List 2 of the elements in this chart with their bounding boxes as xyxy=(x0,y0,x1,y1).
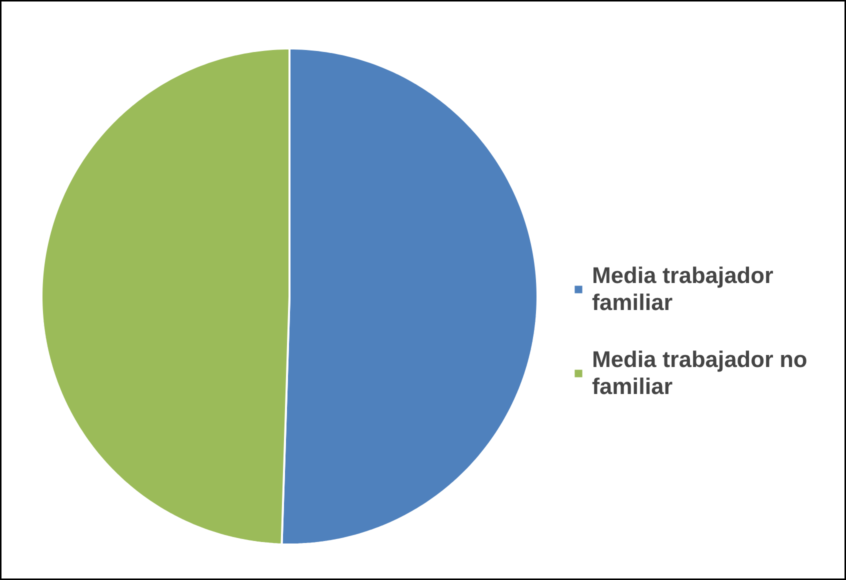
legend-label: Media trabajador familiar xyxy=(592,262,774,316)
legend-label: Media trabajador no familiar xyxy=(592,346,808,400)
